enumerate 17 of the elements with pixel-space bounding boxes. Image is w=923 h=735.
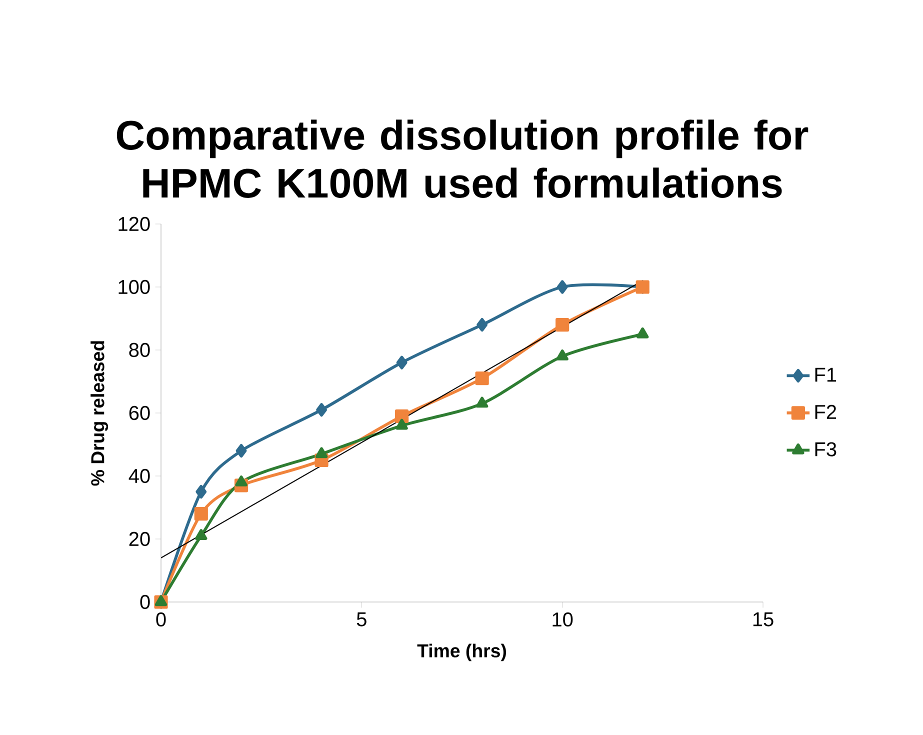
x-tick-label: 10 <box>552 612 573 627</box>
y-tick-label: 100 <box>118 280 150 294</box>
x-tick-label: 5 <box>356 612 366 626</box>
chart-title: Comparative dissolution profile for HPMC K100M used formulations <box>116 120 808 198</box>
y-axis-title: % Drug released <box>90 341 108 486</box>
legend-label: F3 <box>815 442 836 456</box>
x-tick-label: 0 <box>156 612 166 627</box>
y-tick-label: 0 <box>140 594 150 610</box>
y-tick-label: 40 <box>128 468 150 484</box>
y-tick-label: 120 <box>118 216 150 232</box>
x-axis-title: Time (hrs) <box>417 644 506 662</box>
x-tick-label: 15 <box>753 612 774 626</box>
y-tick-label: 60 <box>129 406 150 420</box>
y-tick-label: 20 <box>129 532 150 546</box>
y-tick-label: 80 <box>129 342 150 358</box>
legend-label: F1 <box>815 368 836 382</box>
legend-label: F2 <box>815 404 836 419</box>
